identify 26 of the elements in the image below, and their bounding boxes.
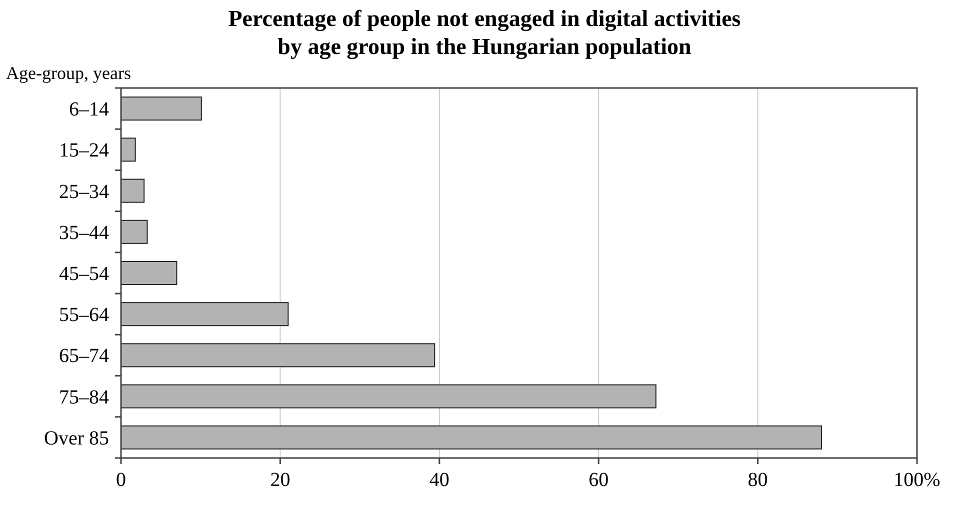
- bar: [120, 302, 289, 326]
- x-tick-label: 80: [748, 469, 768, 491]
- y-tick-label: Over 85: [44, 427, 109, 450]
- y-axis-title: Age-group, years: [6, 63, 131, 83]
- x-tick-label: 20: [270, 469, 290, 491]
- y-tick-label: 45–54: [59, 263, 109, 285]
- bar: [120, 96, 202, 121]
- bar: [120, 343, 436, 368]
- bar: [120, 425, 822, 450]
- bar: [120, 384, 656, 408]
- x-tick-label: 0: [116, 469, 126, 491]
- bar: [120, 178, 145, 203]
- y-tick-label: 35–44: [59, 222, 109, 244]
- bar: [120, 138, 136, 162]
- y-tick-label: 15–24: [59, 140, 109, 162]
- x-tick-label: 100%: [894, 469, 940, 491]
- bar: [120, 260, 178, 286]
- y-tick-label: 6–14: [69, 98, 109, 121]
- y-tick-label: 25–34: [59, 180, 109, 203]
- chart-title: Percentage of people not engaged in digital activities by age group in the Hungarian population: [228, 6, 741, 60]
- bar: [120, 220, 148, 244]
- y-tick-label: 75–84: [59, 386, 109, 408]
- x-tick-label: 60: [588, 469, 609, 491]
- y-tick-label: 55–64: [59, 304, 109, 326]
- y-tick-label: 65–74: [59, 345, 109, 368]
- x-tick-label: 40: [429, 469, 450, 491]
